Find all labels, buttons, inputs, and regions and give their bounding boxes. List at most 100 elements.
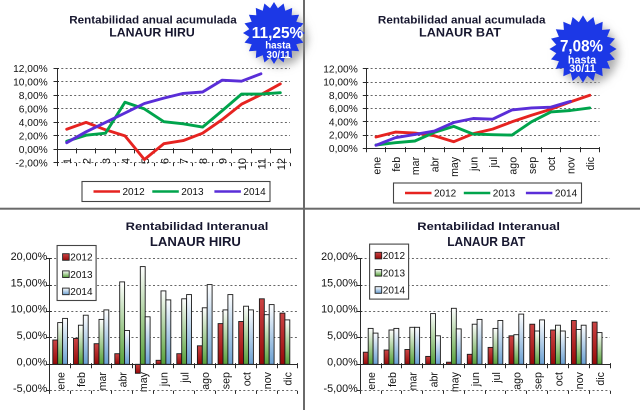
svg-text:0,00%: 0,00% <box>19 145 48 156</box>
svg-text:dic: dic <box>585 156 597 170</box>
svg-text:30/11: 30/11 <box>569 63 595 75</box>
svg-text:abr: abr <box>430 156 442 172</box>
svg-text:abr: abr <box>428 372 440 388</box>
svg-text:jun: jun <box>468 157 480 172</box>
svg-text:hasta: hasta <box>568 54 597 66</box>
svg-text:2,00%: 2,00% <box>329 131 358 142</box>
svg-text:10: 10 <box>237 158 249 170</box>
svg-text:-2,00%: -2,00% <box>15 159 47 170</box>
svg-text:10,00%: 10,00% <box>321 304 358 316</box>
svg-text:7,08%: 7,08% <box>560 37 603 55</box>
svg-text:5,00%: 5,00% <box>327 330 358 342</box>
svg-text:2013: 2013 <box>383 268 406 279</box>
svg-text:oct: oct <box>553 372 565 386</box>
svg-text:jun: jun <box>470 372 482 387</box>
svg-text:2014: 2014 <box>243 187 266 198</box>
svg-text:9: 9 <box>218 158 230 164</box>
svg-text:jul: jul <box>488 157 500 169</box>
svg-text:feb: feb <box>391 157 403 172</box>
svg-text:6,00%: 6,00% <box>19 105 48 116</box>
svg-text:2012: 2012 <box>70 253 93 264</box>
svg-text:20,00%: 20,00% <box>11 251 48 263</box>
svg-text:oct: oct <box>546 157 558 171</box>
svg-text:nov: nov <box>574 371 586 389</box>
svg-text:11,25%: 11,25% <box>252 25 304 42</box>
svg-text:dic: dic <box>595 371 607 385</box>
svg-text:2012: 2012 <box>123 187 146 198</box>
svg-text:sep: sep <box>527 157 539 174</box>
svg-text:dic: dic <box>283 371 295 385</box>
svg-text:12,00%: 12,00% <box>323 64 358 75</box>
svg-text:LANAUR BAT: LANAUR BAT <box>419 25 502 39</box>
svg-text:Rentabilidad anual acumulada: Rentabilidad anual acumulada <box>378 14 546 26</box>
svg-text:11: 11 <box>256 158 268 169</box>
svg-text:2014: 2014 <box>70 287 93 298</box>
svg-text:8,00%: 8,00% <box>329 91 358 102</box>
svg-text:ago: ago <box>200 372 212 390</box>
svg-text:30/11: 30/11 <box>267 50 292 61</box>
svg-text:0,00%: 0,00% <box>17 357 48 369</box>
svg-text:2012: 2012 <box>383 251 406 262</box>
svg-text:jun: jun <box>159 372 171 387</box>
svg-text:ene: ene <box>366 372 378 390</box>
svg-text:10,00%: 10,00% <box>13 78 48 89</box>
svg-text:jul: jul <box>179 372 191 384</box>
svg-text:2013: 2013 <box>181 187 204 198</box>
svg-text:8: 8 <box>198 158 210 164</box>
svg-text:5,00%: 5,00% <box>17 330 48 342</box>
svg-text:sep: sep <box>532 372 544 389</box>
svg-text:10,00%: 10,00% <box>11 304 48 316</box>
svg-text:10,00%: 10,00% <box>323 78 358 89</box>
svg-text:12: 12 <box>276 158 288 170</box>
svg-text:mar: mar <box>97 372 109 391</box>
svg-text:4,00%: 4,00% <box>19 118 48 129</box>
svg-text:2014: 2014 <box>555 189 578 200</box>
svg-text:20,00%: 20,00% <box>321 251 358 263</box>
svg-text:-5,00%: -5,00% <box>13 383 48 395</box>
svg-text:6: 6 <box>159 158 171 164</box>
svg-text:Rentabilidad Interanual: Rentabilidad Interanual <box>417 221 560 233</box>
svg-text:mar: mar <box>408 372 420 391</box>
svg-text:abr: abr <box>117 372 129 388</box>
svg-text:15,00%: 15,00% <box>11 277 48 289</box>
svg-text:4: 4 <box>120 158 132 164</box>
svg-text:7: 7 <box>179 158 191 164</box>
svg-text:2013: 2013 <box>70 270 93 281</box>
svg-text:may: may <box>449 371 461 392</box>
svg-text:3: 3 <box>101 158 113 164</box>
svg-text:nov: nov <box>262 371 274 389</box>
svg-text:6,00%: 6,00% <box>329 104 358 115</box>
svg-text:may: may <box>449 156 461 177</box>
svg-text:2012: 2012 <box>434 189 457 200</box>
svg-text:nov: nov <box>566 156 578 174</box>
svg-text:-5,00%: -5,00% <box>323 383 358 395</box>
svg-text:mar: mar <box>410 156 422 175</box>
svg-text:Rentabilidad anual acumulada: Rentabilidad anual acumulada <box>69 14 237 26</box>
svg-text:15,00%: 15,00% <box>321 277 358 289</box>
svg-text:hasta: hasta <box>265 41 291 52</box>
svg-text:ago: ago <box>512 372 524 390</box>
svg-text:LANAUR BAT: LANAUR BAT <box>447 234 525 249</box>
svg-text:feb: feb <box>387 372 399 387</box>
svg-text:0,00%: 0,00% <box>329 144 358 155</box>
svg-text:12,00%: 12,00% <box>13 64 48 75</box>
svg-text:8,00%: 8,00% <box>19 91 48 102</box>
svg-text:Rentabilidad Interanual: Rentabilidad Interanual <box>126 221 269 233</box>
svg-text:may: may <box>138 371 150 392</box>
svg-text:oct: oct <box>241 372 253 386</box>
svg-text:feb: feb <box>76 372 88 387</box>
svg-text:5: 5 <box>140 158 152 164</box>
svg-text:sep: sep <box>221 372 233 389</box>
svg-text:ene: ene <box>55 372 67 390</box>
svg-text:2,00%: 2,00% <box>19 132 48 143</box>
svg-text:ago: ago <box>507 157 519 175</box>
svg-text:2: 2 <box>82 158 94 164</box>
svg-text:0,00%: 0,00% <box>327 357 358 369</box>
svg-text:ene: ene <box>371 157 383 175</box>
svg-text:1: 1 <box>62 158 74 164</box>
svg-text:LANAUR HIRU: LANAUR HIRU <box>150 234 241 249</box>
svg-text:4,00%: 4,00% <box>329 117 358 128</box>
svg-text:jul: jul <box>491 372 503 384</box>
svg-text:2013: 2013 <box>493 189 516 200</box>
svg-text:2014: 2014 <box>383 286 406 297</box>
